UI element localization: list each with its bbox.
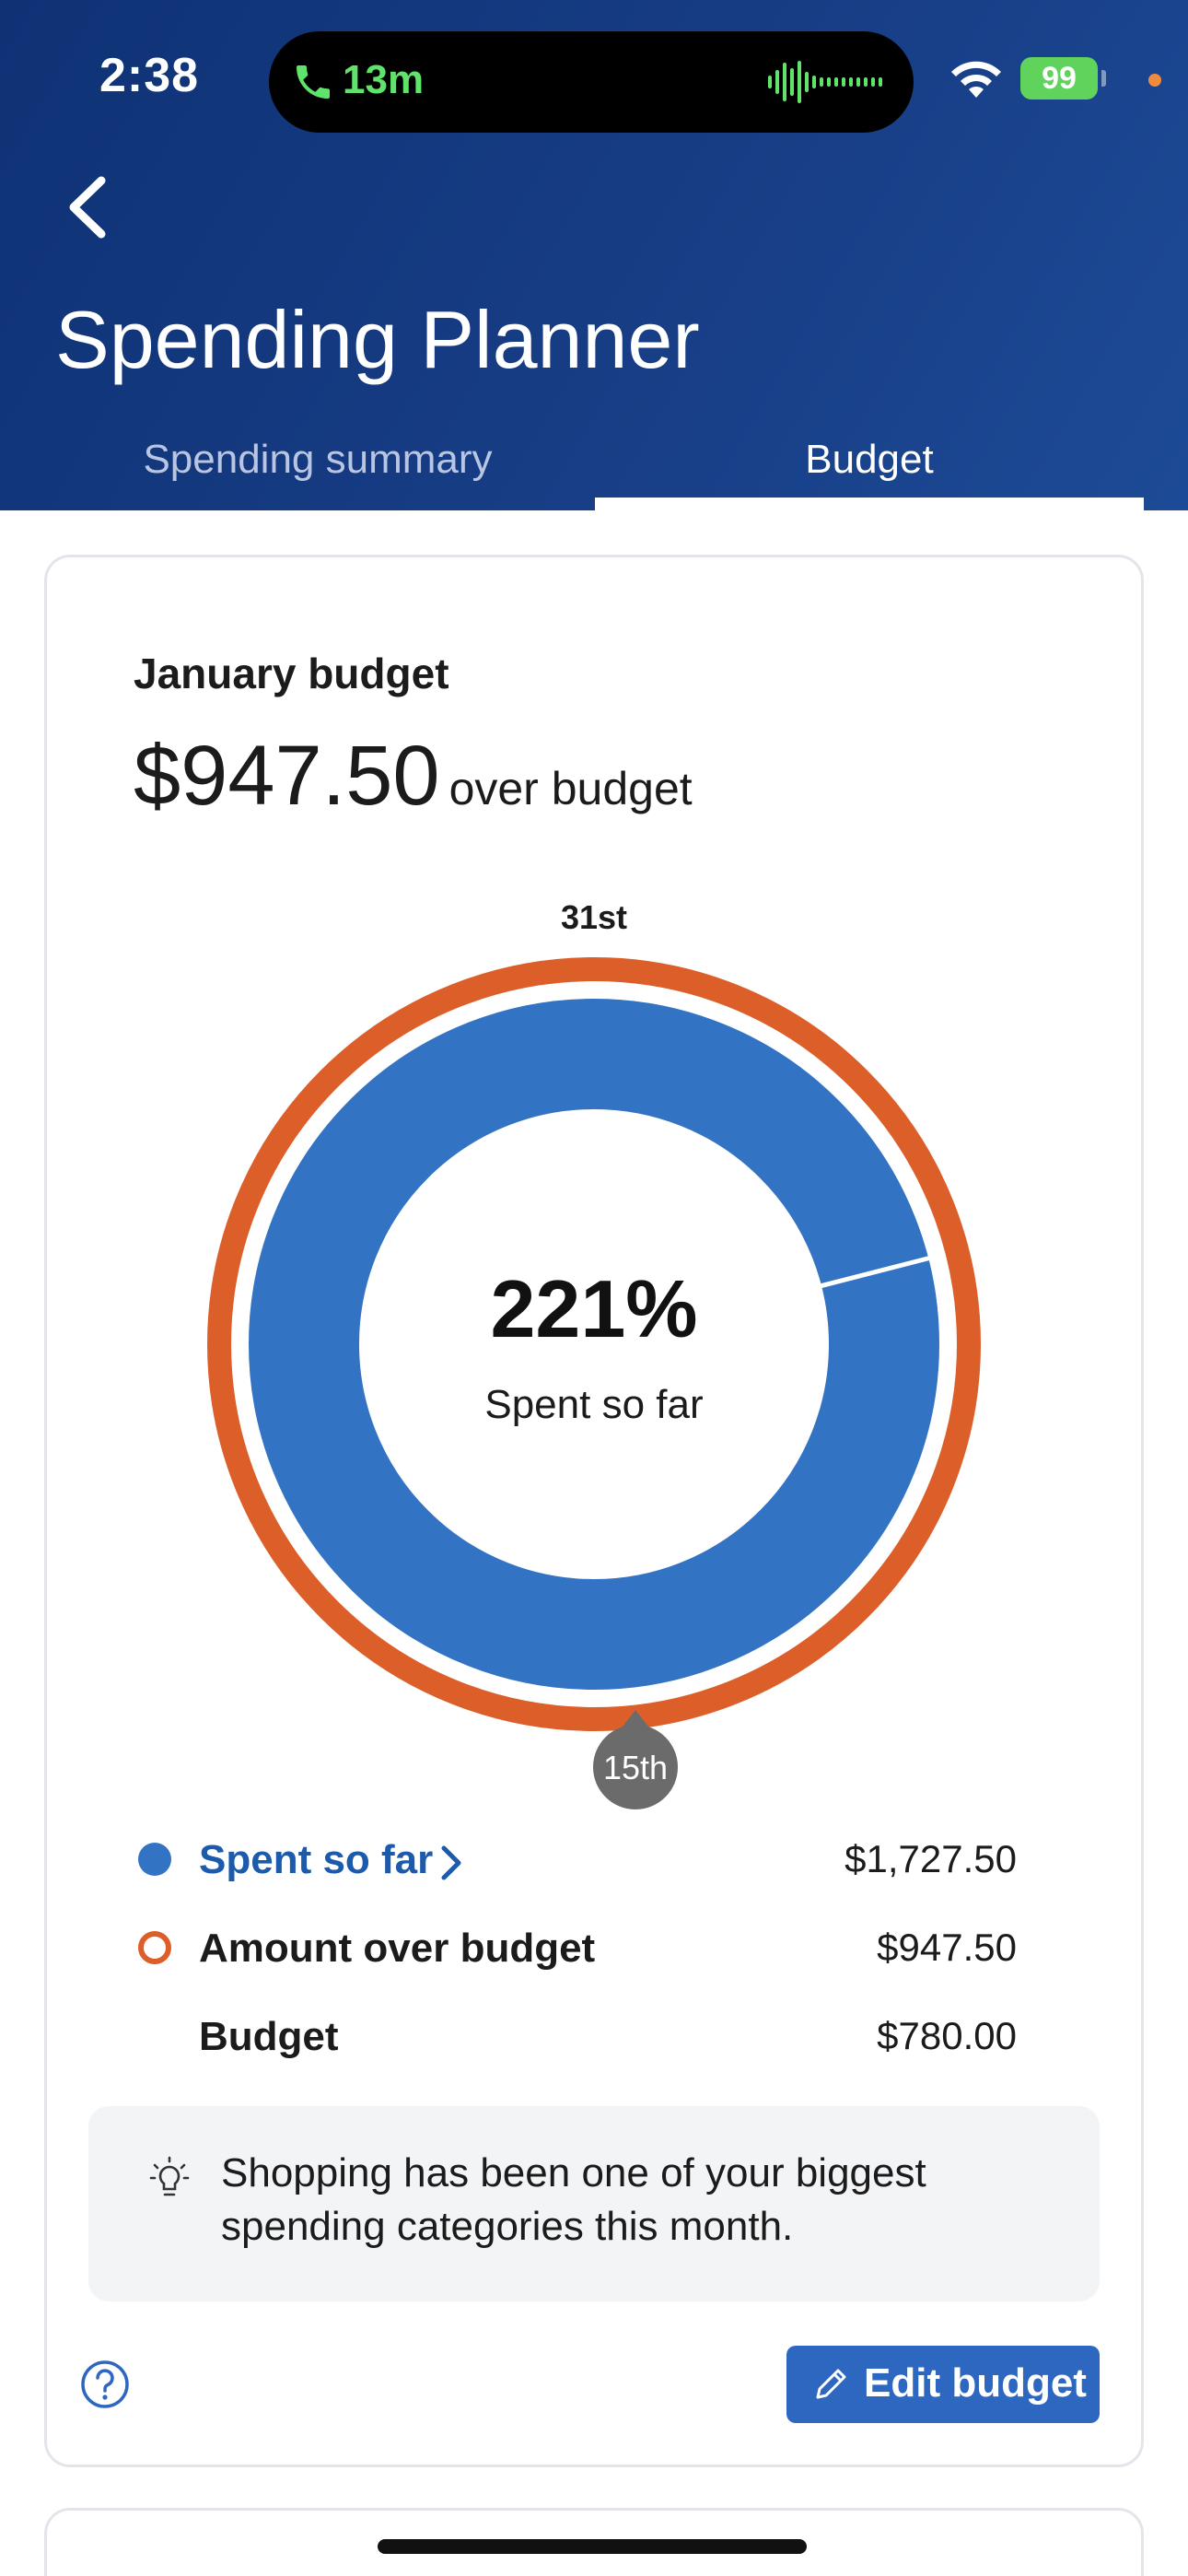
help-question-icon[interactable] [79,2359,131,2410]
edit-budget-label: Edit budget [864,2360,1087,2406]
tab-selected-indicator [595,498,1144,510]
amount-over-budget-value: $947.50 [877,1926,1017,1969]
call-duration: 13m [343,57,425,102]
insight-box: Shopping has been one of your biggest sp… [88,2106,1100,2301]
audio-waveform-icon [768,61,882,103]
chevron-right-icon [441,1845,461,1880]
dynamic-island[interactable]: 13m [269,31,914,133]
insight-text: Shopping has been one of your biggest sp… [221,2150,926,2249]
amount-over-budget-label: Amount over budget [199,1926,596,1971]
budget-label: Budget [199,2014,339,2059]
status-time: 2:38 [99,49,200,102]
tab-spending-summary[interactable]: Spending summary [143,437,493,482]
battery-indicator: 99 [1020,57,1098,100]
home-indicator [378,2539,807,2554]
over-budget-legend-dot [138,1931,171,1964]
privacy-indicator-dot [1148,74,1161,87]
over-budget-suffix: over budget [448,763,693,814]
phone-call-icon [297,65,330,99]
legend-amount-over-budget: Amount over budget $947.50 [138,1922,1017,1977]
over-budget-amount: $947.50 over budget [134,728,693,825]
page-title: Spending Planner [55,294,700,385]
edit-budget-button[interactable]: Edit budget [786,2346,1100,2423]
battery-level: 99 [1042,61,1077,96]
spent-so-far-link[interactable]: Spent so far [199,1837,434,1882]
tab-budget[interactable]: Budget [805,437,934,482]
budget-month-label: January budget [134,650,449,697]
pencil-icon [816,2369,846,2399]
spent-legend-dot [138,1843,171,1876]
legend-budget: Budget $780.00 [138,2010,1017,2066]
spent-so-far-value: $1,727.50 [844,1837,1017,1880]
over-budget-value: $947.50 [134,729,440,823]
wifi-icon [951,61,1001,98]
back-chevron-icon[interactable] [61,173,116,241]
percent-spent: 221% [490,1263,698,1354]
legend-spent-so-far[interactable]: Spent so far $1,727.50 [138,1833,1017,1889]
battery-nub [1101,70,1106,87]
header: 2:38 13m [0,0,1188,510]
percent-caption: Spent so far [484,1382,704,1427]
lightbulb-icon [149,2156,190,2196]
budget-value: $780.00 [877,2014,1017,2057]
